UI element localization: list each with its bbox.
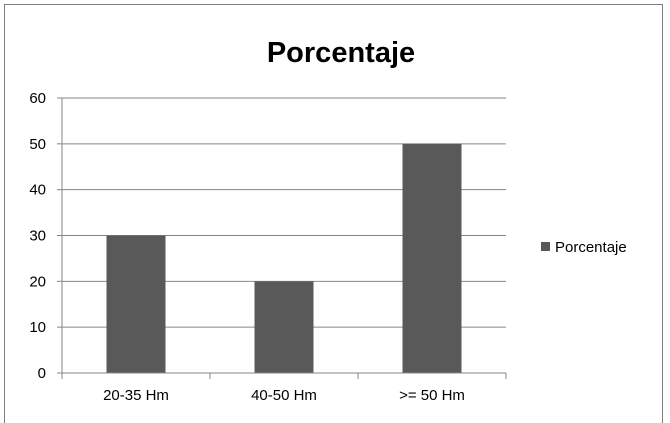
legend-swatch (541, 242, 550, 251)
bars (106, 143, 462, 373)
bar-3 (402, 143, 462, 373)
bar-1 (106, 235, 166, 373)
bar-2 (254, 281, 314, 373)
x-tick-label: >= 50 Hm (399, 387, 465, 404)
chart-title: Porcentaje (267, 37, 415, 69)
x-tick-label: 20-35 Hm (103, 387, 169, 404)
y-tick-label: 10 (29, 319, 46, 336)
y-tick-label: 30 (29, 228, 46, 245)
y-tick-label: 40 (29, 182, 46, 199)
y-tick-label: 20 (29, 273, 46, 290)
y-tick-label: 50 (29, 136, 46, 153)
y-tick-label: 0 (38, 365, 46, 382)
x-tick-label: 40-50 Hm (251, 387, 317, 404)
y-tick-label: 60 (29, 90, 46, 107)
legend: Porcentaje (541, 239, 627, 256)
legend-label: Porcentaje (555, 239, 627, 256)
axes: 0 10 20 30 40 50 60 20-35 Hm 40-50 Hm >= 50 Hm (29, 90, 507, 404)
